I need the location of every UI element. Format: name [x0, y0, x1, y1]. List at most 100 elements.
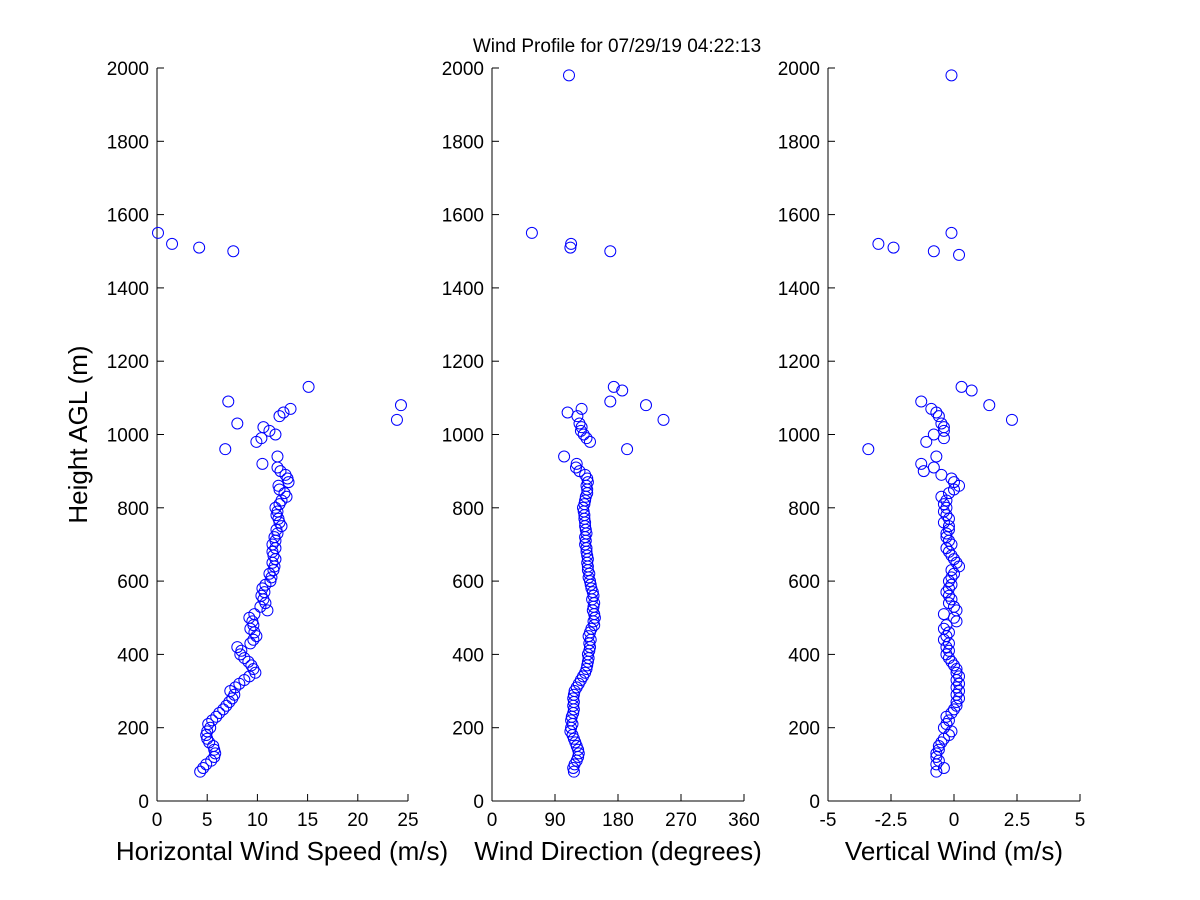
data-point	[568, 685, 581, 698]
data-point	[932, 743, 945, 756]
data-point	[953, 692, 966, 705]
data-point	[940, 501, 953, 514]
data-point	[273, 410, 286, 423]
y-tick-label: 1800	[442, 132, 484, 153]
data-point	[231, 641, 244, 654]
data-point	[570, 461, 582, 474]
y-tick-label: 1200	[442, 352, 484, 373]
data-point	[950, 681, 963, 694]
data-point	[937, 421, 950, 434]
figure-title: Wind Profile for 07/29/19 04:22:13	[473, 36, 761, 57]
data-point	[227, 245, 240, 258]
data-point	[266, 538, 279, 551]
y-tick-label: 800	[117, 499, 149, 520]
data-point	[271, 450, 284, 463]
data-point	[268, 531, 281, 544]
data-point	[558, 450, 571, 463]
wind-direction-panel: 0 200 400 600 800 1000 1200 1400 1600 1800 2000 0 90…	[442, 59, 762, 866]
data-point	[937, 498, 950, 511]
data-point	[269, 534, 282, 547]
x-tick-label: 5	[202, 810, 213, 831]
data-point	[945, 472, 958, 485]
data-point	[862, 443, 875, 456]
data-point	[950, 615, 963, 628]
y-tick-label: 2000	[107, 59, 149, 80]
data-point	[574, 674, 587, 687]
data-point	[247, 633, 260, 646]
y-tick-label: 800	[788, 499, 820, 520]
data-point	[942, 597, 955, 610]
data-point	[940, 527, 953, 540]
y-tick-label: 0	[138, 792, 149, 813]
data-point	[948, 703, 960, 716]
y-tick-label: 200	[452, 719, 484, 740]
x-tick-label: 0	[487, 810, 498, 831]
data-point	[235, 644, 248, 657]
data-point	[573, 417, 586, 430]
y-tick-label: 400	[117, 645, 149, 666]
y-tick-label: 2000	[442, 59, 484, 80]
data-point	[245, 659, 258, 672]
data-point	[166, 237, 179, 250]
data-point	[564, 241, 577, 254]
data-point	[261, 604, 274, 617]
data-point	[567, 692, 580, 705]
data-point	[269, 501, 282, 514]
data-point	[932, 754, 945, 767]
data-point	[206, 714, 219, 727]
y-tick-label: 1600	[442, 206, 484, 227]
data-point	[574, 424, 587, 437]
data-point	[950, 688, 963, 701]
data-point	[945, 578, 958, 591]
data-point	[932, 410, 945, 423]
x-tick-label: 10	[247, 810, 268, 831]
data-point	[266, 545, 279, 558]
y-tick-label: 1600	[778, 206, 820, 227]
data-point	[242, 655, 255, 668]
y-tick-label: 800	[452, 499, 484, 520]
data-point	[578, 498, 591, 511]
data-point	[937, 505, 950, 518]
data-point	[390, 413, 403, 426]
x-tick-label: -5	[820, 810, 837, 831]
x-axis-title: Horizontal Wind Speed (m/s)	[116, 836, 448, 866]
data-point	[950, 604, 963, 617]
y-tick-label: 1400	[442, 279, 484, 300]
data-point	[940, 509, 953, 522]
data-point	[935, 468, 948, 481]
y-tick-label: 2000	[778, 59, 820, 80]
data-point	[228, 688, 241, 701]
data-point	[208, 743, 221, 756]
data-point	[257, 421, 270, 434]
data-point	[563, 69, 575, 82]
data-point	[587, 589, 600, 602]
data-point	[525, 226, 538, 239]
data-point	[942, 652, 955, 665]
data-point	[565, 714, 578, 727]
data-point	[930, 751, 943, 764]
data-point	[572, 677, 585, 690]
data-point	[572, 747, 585, 760]
x-tick-label: 20	[347, 810, 368, 831]
x-axis-title: Wind Direction (degrees)	[474, 836, 762, 866]
data-point	[945, 593, 958, 606]
data-point	[302, 380, 315, 393]
data-point	[983, 399, 996, 412]
data-point	[561, 406, 574, 419]
data-point	[657, 413, 670, 426]
data-point	[953, 685, 966, 698]
data-point	[942, 589, 955, 602]
data-point	[607, 380, 620, 393]
data-point	[935, 736, 948, 749]
data-point	[577, 428, 590, 441]
data-point	[948, 553, 960, 566]
data-point	[953, 248, 966, 261]
y-tick-label: 200	[117, 719, 149, 740]
x-axis-title: Vertical Wind (m/s)	[845, 836, 1063, 866]
data-point	[945, 69, 958, 82]
data-point	[927, 461, 940, 474]
data-point	[920, 435, 933, 448]
x-tick-label: 15	[297, 810, 318, 831]
data-point	[640, 399, 652, 412]
data-point	[604, 395, 617, 408]
